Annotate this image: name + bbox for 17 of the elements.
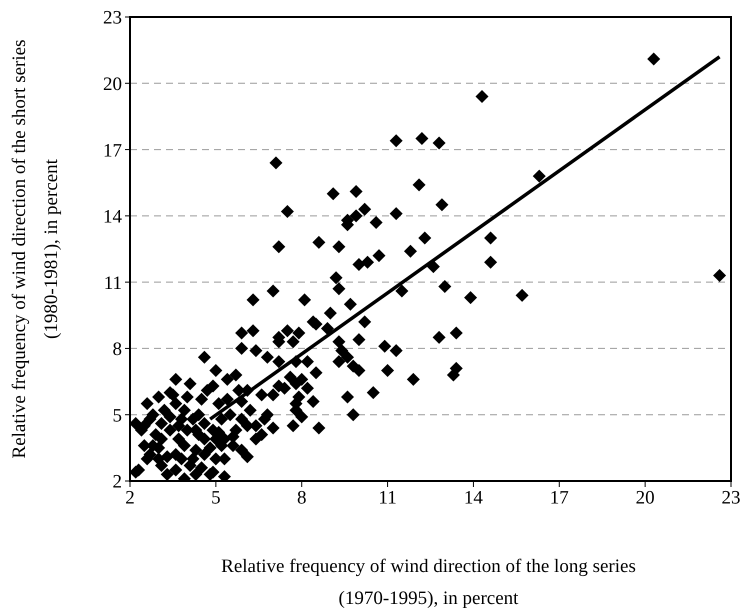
x-tick-label: 8 — [296, 487, 306, 508]
y-tick-label: 11 — [104, 272, 122, 294]
x-tick-label: 14 — [464, 487, 484, 508]
y-tick-label: 8 — [112, 339, 122, 360]
y-tick-label: 23 — [103, 8, 122, 29]
x-tick-label: 20 — [636, 487, 655, 508]
y-tick-label: 2 — [112, 472, 122, 493]
y-tick-label: 14 — [103, 206, 122, 228]
y-tick-label: 20 — [103, 74, 122, 96]
y-axis-title: Relative frequency of wind direction of the short series (1980-1981), in percent — [9, 40, 62, 458]
x-tick-label: 17 — [550, 487, 569, 508]
x-tick-label: 5 — [211, 487, 221, 508]
y-tick-label: 17 — [103, 140, 122, 162]
x-tick-label: 11 — [378, 487, 397, 508]
x-axis-title: Relative frequency of wind direction of the long series (1970-1995), in percent — [221, 556, 636, 609]
x-tick-label: 23 — [722, 487, 740, 508]
y-tick-label: 5 — [112, 405, 122, 426]
